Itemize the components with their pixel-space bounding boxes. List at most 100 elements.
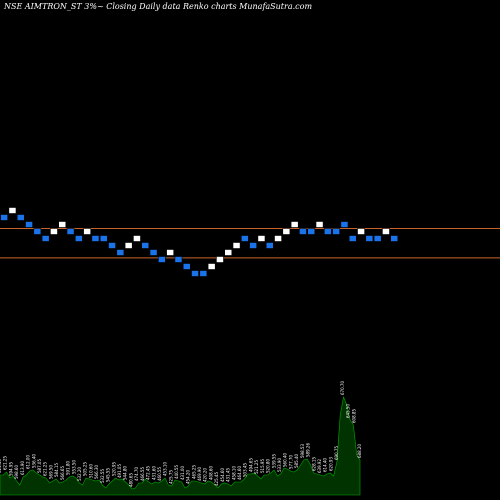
volume-price-label: 621.25 <box>43 462 48 476</box>
volume-price-label: 520.95 <box>111 462 116 476</box>
volume-price-label: 469.90 <box>197 467 202 481</box>
volume-price-label: 458.10 <box>231 466 236 480</box>
volume-price-label: 690.75 <box>334 446 339 460</box>
renko-brick-down <box>91 235 100 242</box>
renko-brick-down <box>149 249 158 256</box>
volume-price-label: 585.40 <box>294 454 299 468</box>
volume-price-label: 465.25 <box>191 465 196 479</box>
volume-price-label: 569.50 <box>48 465 53 479</box>
volume-price-label: 510.60 <box>88 464 93 478</box>
renko-brick-down <box>182 263 191 270</box>
volume-price-label: 425.75 <box>168 470 173 484</box>
volume-price-label: 577.70 <box>288 455 293 469</box>
volume-price-label: 464.60 <box>237 466 242 480</box>
renko-brick-up <box>382 228 390 235</box>
volume-price-label: 532.20 <box>77 467 82 481</box>
renko-brick-down <box>373 235 382 242</box>
renko-brick-up <box>274 235 282 242</box>
renko-brick-down <box>33 228 42 235</box>
volume-price-label: 532.55 <box>100 469 105 483</box>
volume-price-label: 614.40 <box>323 458 328 472</box>
renko-brick-down <box>307 228 316 235</box>
renko-brick-down <box>241 235 249 242</box>
volume-price-label: 545.55 <box>106 468 111 482</box>
renko-brick-down <box>299 228 307 235</box>
volume-price-label: 491.05 <box>117 464 122 478</box>
renko-brick-up <box>166 249 175 256</box>
volume-price-label: 460.55 <box>157 467 162 481</box>
renko-bricks <box>0 207 399 277</box>
volume-price-label: 454.60 <box>220 468 225 482</box>
renko-brick-up <box>133 235 141 242</box>
volume-labels: 624.40 621.25 594.95 598.60 613.90 612.00 536.… <box>0 381 362 487</box>
renko-brick-up <box>290 221 299 228</box>
renko-brick-down <box>332 228 341 235</box>
renko-brick-up <box>50 228 58 235</box>
volume-price-label: 472.45 <box>146 466 151 480</box>
volume-price-label: 612.00 <box>26 455 31 469</box>
renko-brick-down <box>141 242 150 249</box>
volume-price-label: 539.55 <box>271 454 276 468</box>
renko-brick-down <box>191 270 199 277</box>
renko-brick-up <box>315 221 324 228</box>
renko-brick-down <box>16 214 25 221</box>
volume-price-label: 480.65 <box>128 473 133 487</box>
renko-brick-up <box>357 228 365 235</box>
volume-price-label: 584.15 <box>54 463 59 477</box>
volume-price-label: 440.55 <box>174 465 179 479</box>
renko-brick-up <box>83 228 91 235</box>
volume-area-path <box>0 395 361 496</box>
renko-brick-down <box>174 256 183 263</box>
volume-price-label: 645.50 <box>346 404 351 418</box>
volume-price-label: 591.80 <box>66 461 71 475</box>
volume-price-label: 566.30 <box>94 465 99 479</box>
volume-price-label: 503.45 <box>243 463 248 477</box>
volume-price-label: 521.25 <box>254 460 259 474</box>
renko-brick-down <box>108 242 116 249</box>
volume-price-label: 431.00 <box>180 466 185 480</box>
renko-brick-down <box>199 270 208 277</box>
volume-price-label: 628.15 <box>311 457 316 471</box>
volume-price-label: 453.10 <box>163 462 168 476</box>
volume-price-label: 598.53 <box>300 444 305 458</box>
renko-brick-up <box>216 256 224 263</box>
volume-price-label: 520.80 <box>266 459 271 473</box>
volume-price-label: 408.60 <box>208 466 213 480</box>
renko-brick-up <box>257 235 266 242</box>
renko-brick-up <box>232 242 241 249</box>
volume-price-label: 515.95 <box>260 459 265 473</box>
volume-price-label: 598.60 <box>14 465 19 479</box>
renko-brick-down <box>41 235 50 242</box>
renko-brick-up <box>58 221 67 228</box>
renko-brick-down <box>390 235 399 242</box>
renko-brick-down <box>25 221 33 228</box>
renko-brick-up <box>282 228 291 235</box>
volume-price-label: 639.92 <box>317 459 322 473</box>
renko-brick-down <box>340 221 349 228</box>
volume-price-label: 587.05 <box>37 459 42 473</box>
volume-price-label: 594.95 <box>8 462 13 476</box>
renko-brick-down <box>66 228 75 235</box>
renko-brick-up <box>124 242 133 249</box>
volume-price-label: 553.50 <box>71 460 76 474</box>
volume-price-label: 688.20 <box>357 444 362 458</box>
volume-price-label: 608.85 <box>351 409 356 423</box>
renko-brick-down <box>75 235 83 242</box>
volume-price-label: 431.45 <box>226 468 231 482</box>
volume-price-label: 431.60 <box>151 466 156 480</box>
volume-price-label: 589.26 <box>306 443 311 457</box>
volume-price-label: 544.80 <box>123 466 128 480</box>
volume-price-label: 454.20 <box>186 470 191 484</box>
renko-brick-down <box>99 235 108 242</box>
renko-brick-down <box>0 214 8 221</box>
volume-price-label: 624.40 <box>0 459 2 473</box>
volume-price-label: 505.25 <box>83 462 88 476</box>
volume-price-label: 536.40 <box>31 454 36 468</box>
renko-brick-down <box>265 242 274 249</box>
volume-price-label: 494.65 <box>248 458 253 472</box>
renko-brick-down <box>365 235 374 242</box>
renko-brick-up <box>207 263 216 270</box>
volume-price-label: 670.70 <box>340 381 345 395</box>
